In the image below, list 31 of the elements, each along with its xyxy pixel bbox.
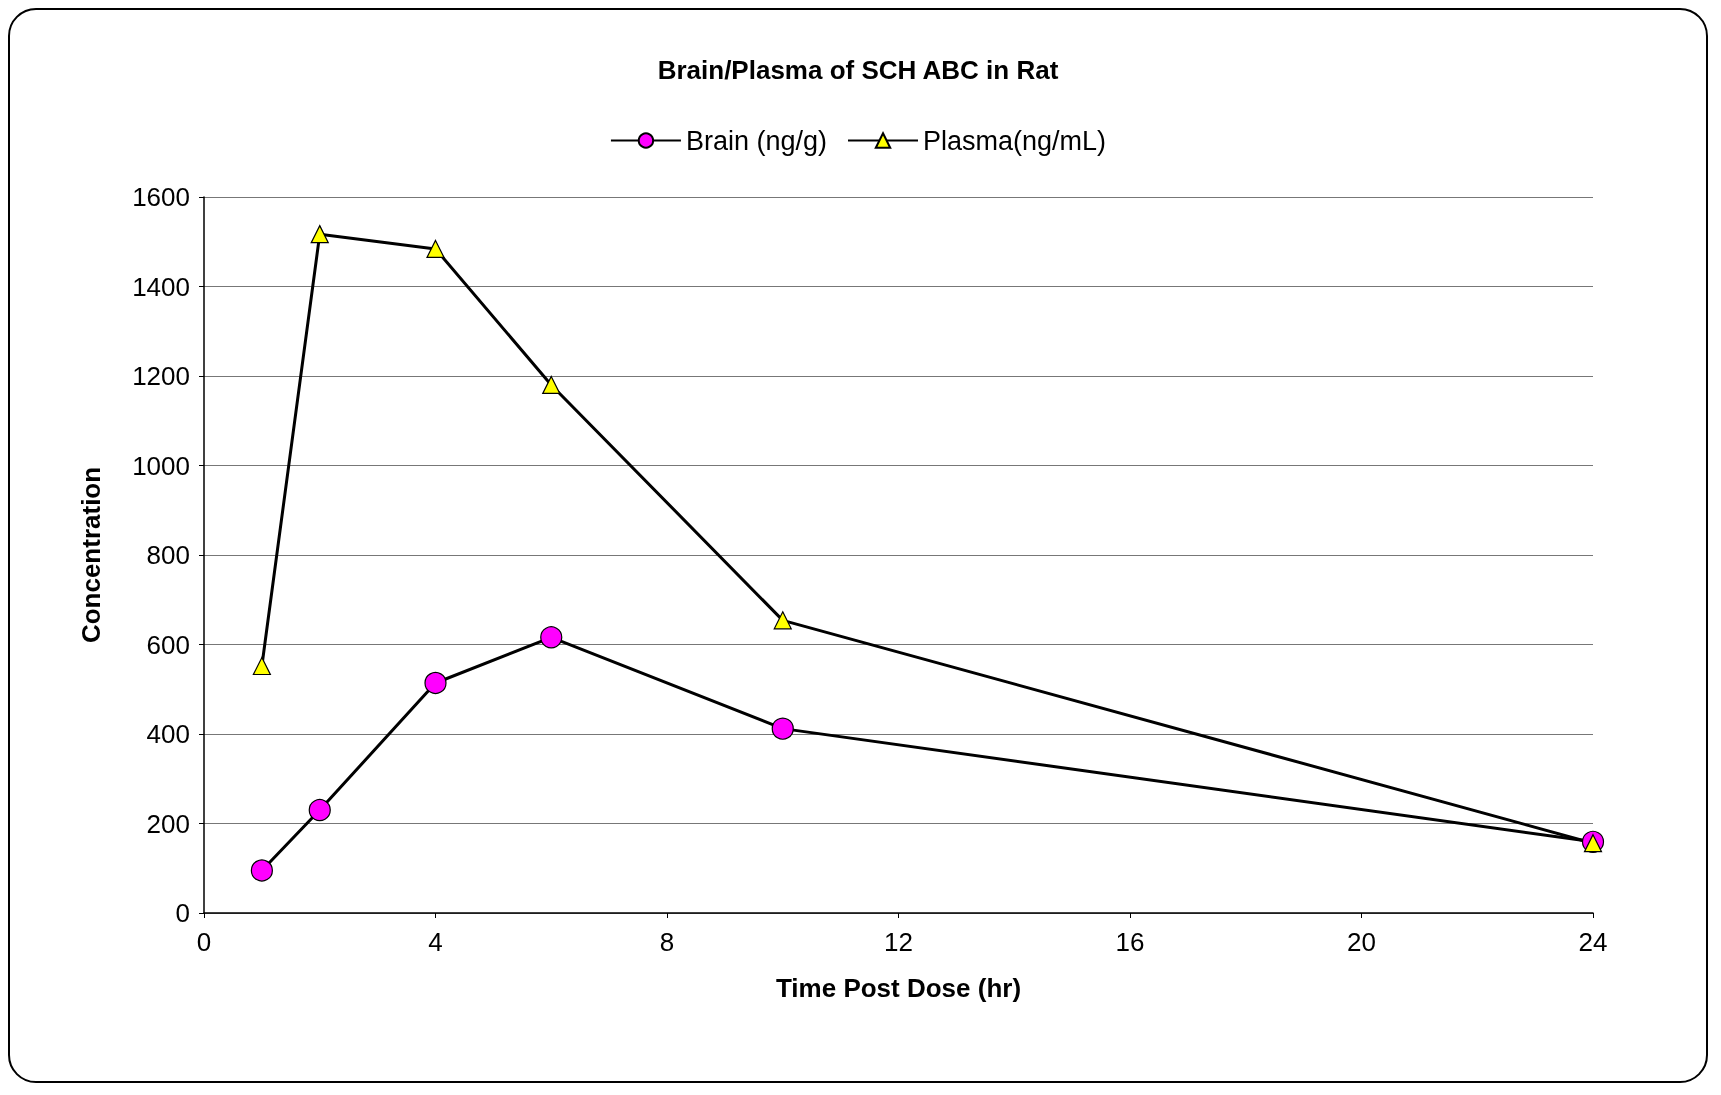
x-tick-label: 8 [659,927,675,957]
y-tick-label: 1600 [132,182,190,212]
chart-title: Brain/Plasma of SCH ABC in Rat [657,55,1059,85]
x-tick-label: 12 [884,927,913,957]
y-tick-label: 1200 [132,361,190,391]
point [308,798,331,822]
y-tick-label: 0 [175,898,190,928]
legend-label: Plasma(ng/mL) [923,125,1107,156]
point [426,239,445,259]
y-tick-label: 1400 [132,271,190,302]
y-tick-label: 200 [146,808,190,839]
x-axis-title: Time Post Dose (hr) [775,973,1022,1003]
point [540,626,563,649]
x-tick-label: 0 [196,927,212,957]
point [773,611,792,630]
y-tick-label: 400 [146,719,190,749]
y-tick-label: 1000 [132,450,190,481]
x-tick-label: 20 [1347,927,1376,957]
point [310,225,329,244]
x-tick-label: 16 [1115,927,1145,957]
point [250,859,273,882]
x-tick-label: 4 [428,927,443,957]
y-tick-label: 600 [146,629,190,660]
x-tick-label: 24 [1578,927,1608,957]
point [542,375,561,395]
y-axis-title: Concentration [76,466,106,644]
point [771,717,794,740]
point [252,656,271,676]
y-tick-label: 800 [146,540,190,570]
point [424,671,447,695]
legend-label: Brain (ng/g) [685,125,828,156]
